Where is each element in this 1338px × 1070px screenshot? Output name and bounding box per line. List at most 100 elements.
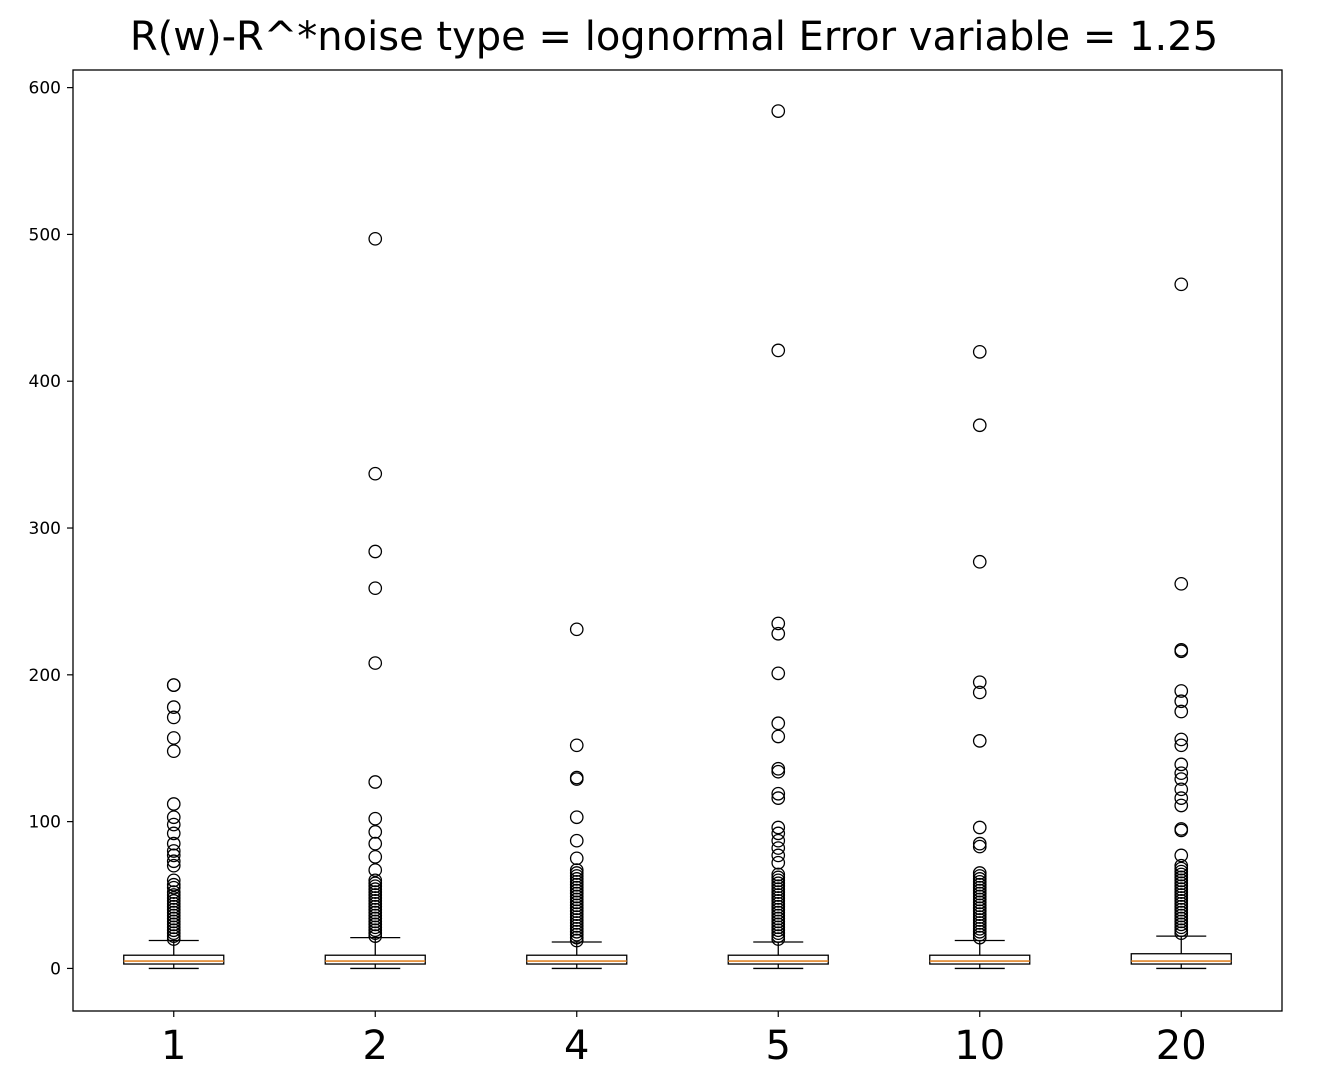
plot-area-frame <box>72 69 1283 1012</box>
flier-point <box>166 880 181 895</box>
flier-point <box>1174 694 1189 709</box>
flier-point <box>771 926 786 941</box>
flier-point <box>771 932 786 946</box>
flier-point <box>1174 782 1189 797</box>
flier-point <box>569 910 584 924</box>
flier-point <box>569 880 584 895</box>
flier-point <box>166 844 181 858</box>
flier-point <box>569 895 584 910</box>
flier-point <box>771 920 786 935</box>
flier-point <box>166 914 181 929</box>
flier-point <box>972 927 987 942</box>
y-tick-label: 0 <box>50 959 61 979</box>
flier-point <box>972 883 987 898</box>
iqr-box <box>526 954 628 965</box>
flier-point <box>368 899 383 914</box>
flier-point <box>166 920 181 935</box>
x-tick-label: 2 <box>363 1023 388 1069</box>
flier-point <box>771 820 786 835</box>
flier-point <box>569 622 584 637</box>
flier-point <box>771 729 786 744</box>
boxes-layer <box>123 935 1232 970</box>
flier-point <box>771 896 786 911</box>
flier-point <box>569 866 584 880</box>
y-tick-label: 100 <box>29 813 61 833</box>
flier-point <box>1174 891 1189 905</box>
flier-point <box>972 880 987 895</box>
flier-point <box>569 933 584 948</box>
flier-point <box>972 866 987 880</box>
flier-point <box>1174 867 1189 882</box>
flier-point <box>1174 920 1189 935</box>
flier-point <box>166 797 181 811</box>
flier-point <box>771 855 786 870</box>
flier-point <box>771 888 786 902</box>
flier-point <box>569 904 584 919</box>
flier-point <box>771 908 786 923</box>
flier-point <box>771 867 786 882</box>
flier-point <box>368 811 383 826</box>
flier-point <box>569 877 584 892</box>
iqr-box <box>727 954 829 965</box>
iqr-box <box>123 954 225 965</box>
flier-point <box>771 879 786 894</box>
x-tick-label: 10 <box>954 1023 1005 1069</box>
flier-point <box>771 761 786 776</box>
flier-point <box>1174 798 1189 813</box>
flier-point <box>166 905 181 920</box>
flier-point <box>771 716 786 731</box>
flier-point <box>368 888 383 902</box>
flier-point <box>569 772 584 786</box>
flier-point <box>1174 738 1189 753</box>
flier-point <box>771 914 786 929</box>
flier-point <box>972 836 987 851</box>
y-tick-label: 500 <box>29 225 61 245</box>
flier-point <box>368 917 383 932</box>
flier-point <box>972 685 987 700</box>
flier-point <box>1174 861 1189 876</box>
flier-point <box>368 581 383 596</box>
flier-point <box>368 863 383 877</box>
flier-point <box>1174 888 1189 902</box>
flier-point <box>1174 870 1189 885</box>
flier-point <box>972 930 987 945</box>
flier-point <box>972 921 987 936</box>
flier-point <box>166 817 181 832</box>
flier-point <box>771 899 786 914</box>
flier-point <box>1174 772 1189 786</box>
flier-point <box>1174 923 1189 938</box>
flier-point <box>771 873 786 888</box>
flier-point <box>771 833 786 848</box>
flier-point <box>972 675 987 690</box>
flier-point <box>771 343 786 358</box>
flier-point <box>569 898 584 913</box>
flier-point <box>972 839 987 854</box>
flier-point <box>771 666 786 681</box>
flier-point <box>771 841 786 855</box>
flier-point <box>166 888 181 902</box>
flier-point <box>972 895 987 910</box>
flier-point <box>771 616 786 631</box>
flier-point <box>569 872 584 886</box>
flier-point <box>1174 894 1189 908</box>
flier-point <box>771 786 786 801</box>
flier-point <box>771 882 786 897</box>
fliers-layer <box>166 104 1189 948</box>
flier-point <box>166 854 181 869</box>
flier-point <box>569 810 584 825</box>
flier-point <box>569 921 584 936</box>
flier-point <box>368 894 383 908</box>
flier-point <box>166 744 181 759</box>
flier-point <box>972 820 987 835</box>
flier-point <box>1174 911 1189 926</box>
flier-point <box>771 894 786 908</box>
x-tick-label: 1 <box>161 1023 186 1069</box>
flier-point <box>166 932 181 946</box>
flier-point <box>569 913 584 927</box>
flier-point <box>368 905 383 920</box>
flier-point <box>569 889 584 904</box>
flier-point <box>368 920 383 935</box>
flier-point <box>771 626 786 641</box>
flier-point <box>1174 882 1189 897</box>
flier-point <box>972 418 987 433</box>
